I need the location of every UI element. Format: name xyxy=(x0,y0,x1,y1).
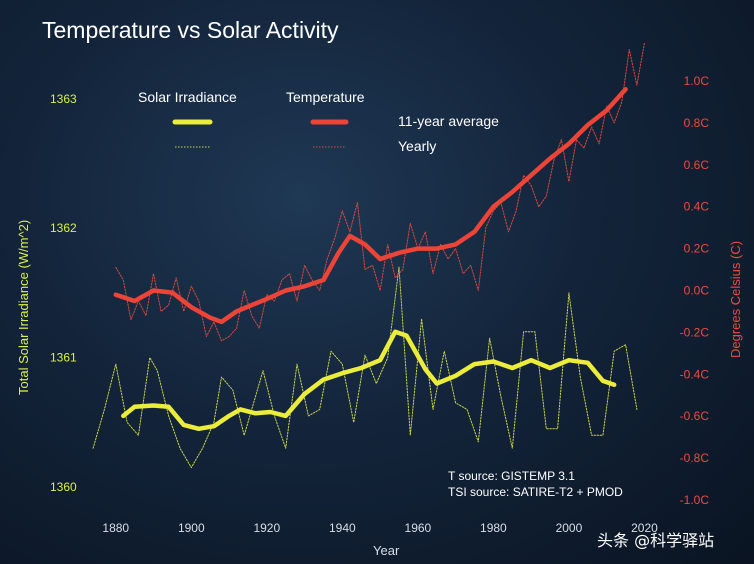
watermark: 头条 @科学驿站 xyxy=(597,531,714,550)
y-axis-left-label: Total Solar Irradiance (W/m^2) xyxy=(16,220,31,395)
x-tick-label: 2000 xyxy=(556,521,583,535)
y-right-tick-label: 0.4C xyxy=(684,200,710,214)
chart-title: Temperature vs Solar Activity xyxy=(42,17,339,43)
x-tick-label: 1960 xyxy=(405,521,432,535)
y-right-tick-label: -0.2C xyxy=(680,325,710,339)
legend-solar-label: Solar Irradiance xyxy=(138,89,237,105)
solar-yearly-line xyxy=(92,266,638,469)
y-right-tick-label: 0.0C xyxy=(684,283,710,297)
y-left-tick-label: 1361 xyxy=(50,351,77,365)
y-right-tick-label: 0.2C xyxy=(684,242,710,256)
x-axis-label: Year xyxy=(373,543,400,558)
x-tick-label: 1900 xyxy=(178,521,205,535)
legend-temperature-label: Temperature xyxy=(286,89,365,105)
y-right-tick-label: 0.8C xyxy=(684,116,710,130)
temperature-average-line xyxy=(113,87,628,325)
x-tick-label: 1940 xyxy=(329,521,356,535)
y-right-tick-label: -0.6C xyxy=(680,409,710,423)
x-tick-label: 1980 xyxy=(480,521,507,535)
y-right-tick-label: -0.8C xyxy=(680,451,710,465)
y-left-tick-label: 1362 xyxy=(50,221,77,235)
x-tick-label: 2020 xyxy=(631,521,658,535)
y-left-tick-label: 1360 xyxy=(50,480,77,494)
temperature-yearly-line xyxy=(115,42,645,342)
irradiance-source: TSI source: SATIRE-T2 + PMOD xyxy=(448,485,623,499)
legend-yearly-label: Yearly xyxy=(398,138,436,154)
solar-average-line xyxy=(121,329,617,432)
y-axis-right-label: Degrees Celsius (C) xyxy=(728,241,743,358)
y-right-tick-label: -0.4C xyxy=(680,367,710,381)
y-right-tick-label: 0.6C xyxy=(684,158,710,172)
y-left-tick-label: 1363 xyxy=(50,92,77,106)
legend-average-label: 11-year average xyxy=(398,113,499,129)
y-right-tick-label: -1.0C xyxy=(680,493,710,507)
x-tick-label: 1880 xyxy=(102,521,129,535)
y-right-tick-label: 1.0C xyxy=(684,74,710,88)
x-tick-label: 1920 xyxy=(253,521,280,535)
temperature-source: T source: GISTEMP 3.1 xyxy=(448,469,575,483)
